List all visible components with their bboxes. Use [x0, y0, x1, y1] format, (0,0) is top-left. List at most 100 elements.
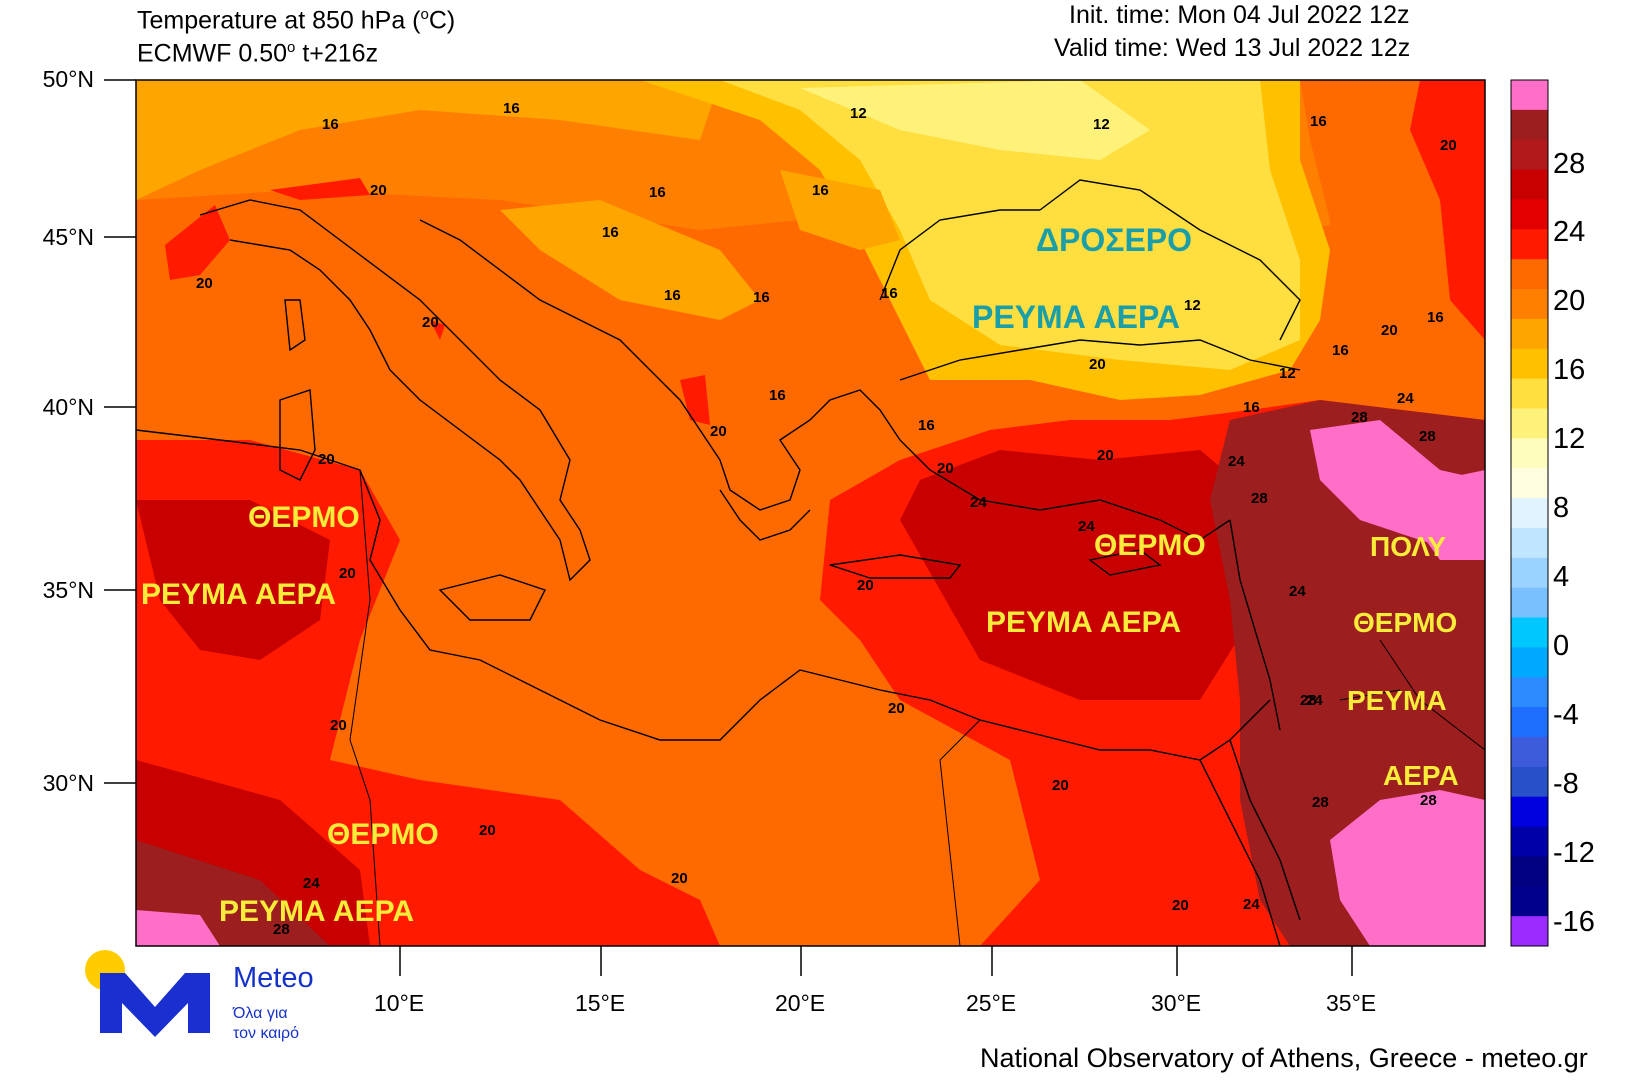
contour-label: 20: [1381, 322, 1398, 339]
colorbar-swatch: [1511, 856, 1548, 887]
contour-label: 28: [1312, 794, 1329, 811]
colorbar-swatch: [1511, 139, 1548, 171]
contour-label: 20: [422, 314, 439, 331]
colorbar: [1510, 79, 1549, 947]
annotations: ΔΡΟΣΕΡΟ ΡΕΥΜΑ ΑΕΡΑ ΘΕΡΜΟ ΡΕΥΜΑ ΑΕΡΑ ΘΕΡΜ…: [141, 222, 1459, 928]
contour-label: 24: [1078, 518, 1095, 535]
lon-label: 25°E: [966, 990, 1017, 1016]
contour-label: 16: [649, 184, 666, 201]
contour-label: 20: [318, 451, 335, 468]
colorbar-swatch: [1511, 169, 1548, 200]
contour-label: 12: [850, 105, 867, 122]
contour-label: 16: [753, 289, 770, 306]
contour-label: 28: [1419, 428, 1436, 445]
colorbar-swatch: [1511, 826, 1548, 857]
colorbar-swatch: [1511, 318, 1548, 350]
contour-label: 16: [322, 116, 339, 133]
colorbar-swatch: [1511, 348, 1548, 380]
colorbar-swatch: [1511, 408, 1548, 439]
colorbar-swatch: [1511, 468, 1548, 499]
colorbar-swatch: [1511, 259, 1548, 290]
colorbar-label: 0: [1553, 630, 1570, 662]
contour-label: 28: [273, 921, 290, 938]
brand-slogan: Όλα για τον καιρό: [233, 1005, 300, 1042]
contour-label: 24: [970, 494, 987, 511]
contour-label: 28: [1251, 490, 1268, 507]
colorbar-swatch: [1511, 289, 1548, 320]
contour-label: 20: [937, 460, 954, 477]
lon-label: 30°E: [1151, 990, 1202, 1016]
contour-label: 28: [1420, 792, 1437, 809]
colorbar-label: 16: [1553, 354, 1586, 386]
colorbar-swatch: [1511, 199, 1548, 230]
coastlines: [136, 179, 1485, 946]
contour-label: 20: [1172, 897, 1189, 914]
colorbar-swatch: [1511, 587, 1548, 619]
valid-time: Valid time: Wed 13 Jul 2022 12z: [1054, 34, 1411, 62]
colorbar-swatch: [1511, 109, 1548, 141]
colorbar-label: 8: [1553, 492, 1570, 524]
contour-label: 16: [1427, 309, 1444, 326]
colorbar-label: -4: [1553, 699, 1579, 731]
contour-label: 20: [1097, 447, 1114, 464]
lon-label: 15°E: [575, 990, 626, 1016]
lat-label: 50°N: [42, 66, 94, 92]
colorbar-swatch: [1511, 438, 1548, 469]
annotation-warm-far-east: ΘΕΡΜΟ: [1353, 607, 1457, 638]
contour-label: 20: [857, 577, 874, 594]
colorbar-swatch: [1511, 527, 1548, 559]
lat-label: 35°N: [42, 577, 94, 603]
contour-label: 16: [881, 285, 898, 302]
lat-label: 45°N: [42, 224, 94, 250]
colorbar-swatch: [1511, 617, 1548, 648]
colorbar-label: 28: [1553, 148, 1586, 180]
lon-label: 10°E: [374, 990, 425, 1016]
lon-label: 35°E: [1326, 990, 1377, 1016]
contour-label: 20: [1089, 356, 1106, 373]
annotation-air-far-east: ΑΕΡΑ: [1383, 760, 1459, 791]
annotation-warm-south: ΘΕΡΜΟ: [327, 818, 439, 851]
contour-label: 24: [1243, 896, 1260, 913]
contour-label: 24: [1289, 583, 1306, 600]
init-time: Init. time: Mon 04 Jul 2022 12z: [1069, 1, 1410, 29]
contour-label: 24: [1228, 453, 1245, 470]
annotation-current-west: ΡΕΥΜΑ ΑΕΡΑ: [141, 578, 336, 611]
contour-label: 24: [1306, 692, 1323, 709]
colorbar-swatch: [1511, 707, 1548, 738]
map-frame: [135, 79, 1486, 947]
contour-label: 20: [370, 182, 387, 199]
colorbar-swatch: [1511, 647, 1548, 678]
contour-label: 20: [671, 870, 688, 887]
temperature-field: [136, 80, 1485, 946]
contour-label: 20: [196, 275, 213, 292]
contour-label: 20: [1440, 137, 1457, 154]
contour-label: 28: [1300, 692, 1317, 709]
model-subtitle: ECMWF 0.50o t+216z: [137, 39, 379, 68]
colorbar-label: 20: [1553, 285, 1586, 317]
colorbar-swatch: [1511, 766, 1548, 798]
annotation-very: ΠΟΛΥ: [1370, 531, 1446, 562]
colorbar-label: 4: [1553, 561, 1570, 593]
colorbar-swatch: [1511, 498, 1548, 529]
annotation-current-east: ΡΕΥΜΑ ΑΕΡΑ: [986, 606, 1181, 639]
contour-label: 16: [503, 100, 520, 117]
axis-ticks: [104, 79, 1353, 976]
contour-label: 16: [602, 224, 619, 241]
contour-label: 20: [710, 423, 727, 440]
contour-label: 20: [1052, 777, 1069, 794]
contour-label: 20: [330, 717, 347, 734]
annotation-current-far-east: ΡΕΥΜΑ: [1347, 685, 1447, 716]
colorbar-swatch: [1511, 677, 1548, 708]
contour-label: 16: [812, 182, 829, 199]
contour-label: 16: [1310, 113, 1327, 130]
contour-label: 24: [1397, 390, 1414, 407]
colorbar-swatch: [1511, 378, 1548, 409]
annotation-warm-west: ΘΕΡΜΟ: [248, 501, 360, 534]
contour-label: 24: [303, 875, 320, 892]
contour-labels: 16 16 20 12 12 16 16 20 16 16 16 16 16 2…: [196, 100, 1457, 938]
colorbar-label: 12: [1553, 423, 1586, 455]
contour-label: 16: [918, 417, 935, 434]
annotation-warm-east: ΘΕΡΜΟ: [1094, 529, 1206, 562]
contour-label: 20: [339, 565, 356, 582]
annotation-cool: ΔΡΟΣΕΡΟ: [1036, 222, 1192, 258]
